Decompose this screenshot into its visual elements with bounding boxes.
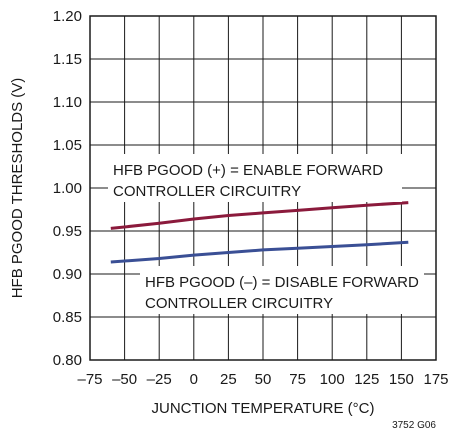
annotation-enable-bg (108, 154, 402, 202)
x-tick-label: 125 (354, 371, 379, 388)
x-tick-label: 25 (220, 371, 237, 388)
series-line-enable (110, 201, 409, 230)
y-tick-label: 1.20 (53, 8, 82, 25)
y-tick-label: 0.85 (53, 309, 82, 326)
annotation-enable-line1: HFB PGOOD (+) = ENABLE FORWARD (113, 162, 383, 179)
annotation-enable-line2: CONTROLLER CIRCUITRY (113, 183, 301, 200)
series-layer (110, 201, 409, 264)
x-tick-label: 150 (389, 371, 414, 388)
x-tick-label: –25 (147, 371, 172, 388)
annotation-disable-bg (140, 266, 424, 314)
y-tick-label: 1.05 (53, 137, 82, 154)
series-line-disable (110, 240, 409, 264)
y-tick-label: 0.80 (53, 352, 82, 369)
x-axis-title: JUNCTION TEMPERATURE (°C) (152, 400, 375, 417)
x-tick-label: –75 (77, 371, 102, 388)
y-tick-label: 1.00 (53, 180, 82, 197)
y-tick-label: 0.90 (53, 266, 82, 283)
plot-frame (89, 15, 437, 361)
y-tick-label: 1.15 (53, 51, 82, 68)
x-tick-labels: –75 –50 –25 0 25 50 75 100 125 150 175 (77, 371, 448, 388)
x-tick-label: 75 (289, 371, 306, 388)
annotation-disable-line1: HFB PGOOD (–) = DISABLE FORWARD (145, 274, 419, 291)
figure-id: 3752 G06 (392, 420, 436, 431)
x-tick-label: 0 (190, 371, 198, 388)
x-tick-label: 175 (423, 371, 448, 388)
y-tick-label: 1.10 (53, 94, 82, 111)
x-tick-label: 100 (320, 371, 345, 388)
y-tick-label: 0.95 (53, 223, 82, 240)
y-tick-labels: 0.80 0.85 0.90 0.95 1.00 1.05 1.10 1.15 1.20 (53, 8, 82, 369)
x-tick-label: –50 (112, 371, 137, 388)
y-axis-title: HFB PGOOD THRESHOLDS (V) (9, 78, 26, 299)
x-tick-label: 50 (255, 371, 272, 388)
annotation-disable-line2: CONTROLLER CIRCUITRY (145, 295, 333, 312)
